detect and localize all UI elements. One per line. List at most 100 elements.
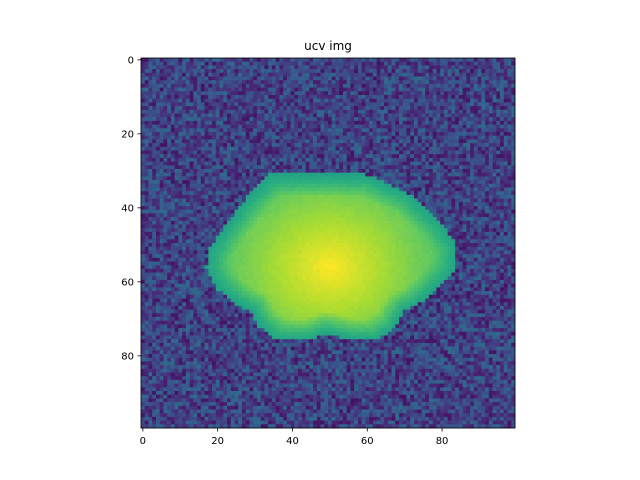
heatmap-cell: [331, 117, 336, 122]
heatmap-cell: [148, 191, 153, 196]
heatmap-cell: [432, 157, 437, 162]
heatmap-cell: [372, 91, 377, 96]
heatmap-cell: [313, 224, 318, 229]
heatmap-cell: [141, 83, 146, 88]
heatmap-cell: [200, 76, 205, 81]
heatmap-cell: [324, 106, 329, 111]
heatmap-cell: [271, 117, 276, 122]
heatmap-cell: [395, 235, 400, 240]
heatmap-cell: [159, 95, 164, 100]
heatmap-cell: [294, 150, 299, 155]
heatmap-cell: [443, 135, 449, 140]
heatmap-cell: [365, 80, 370, 85]
heatmap-cell: [511, 183, 516, 188]
heatmap-cell: [260, 146, 265, 151]
heatmap-cell: [328, 143, 333, 148]
heatmap-cell: [223, 87, 228, 92]
heatmap-cell: [354, 217, 359, 222]
heatmap-cell: [443, 128, 449, 133]
heatmap-cell: [425, 224, 430, 229]
heatmap-cell: [440, 220, 445, 225]
heatmap-cell: [481, 132, 486, 137]
heatmap-cell: [268, 213, 273, 218]
heatmap-cell: [410, 198, 415, 203]
heatmap-cell: [485, 183, 490, 188]
heatmap-cell: [346, 91, 351, 96]
heatmap-cell: [152, 169, 157, 174]
heatmap-cell: [425, 157, 430, 162]
heatmap-cell: [155, 132, 161, 137]
heatmap-cell: [417, 143, 422, 148]
heatmap-cell: [361, 76, 366, 81]
heatmap-cell: [387, 161, 392, 166]
heatmap-cell: [339, 132, 344, 137]
heatmap-cell: [361, 132, 366, 137]
heatmap-cell: [305, 187, 310, 192]
heatmap-cell: [451, 135, 456, 140]
heatmap-cell: [249, 61, 254, 66]
heatmap-cell: [174, 72, 179, 77]
heatmap-cell: [458, 143, 463, 148]
heatmap-cell: [234, 165, 239, 170]
heatmap-cell: [402, 83, 407, 88]
heatmap-cell: [305, 161, 310, 166]
heatmap-cell: [286, 106, 291, 111]
heatmap-cell: [346, 98, 351, 103]
heatmap-cell: [402, 91, 407, 96]
heatmap-cell: [473, 69, 478, 74]
heatmap-cell: [470, 231, 475, 236]
heatmap-cell: [380, 176, 385, 181]
heatmap-cell: [410, 213, 415, 218]
heatmap-cell: [451, 194, 456, 199]
heatmap-cell: [328, 220, 333, 225]
heatmap-cell: [245, 65, 250, 70]
heatmap-cell: [227, 124, 232, 129]
heatmap-cell: [380, 76, 385, 81]
heatmap-cell: [346, 206, 351, 211]
heatmap-cell: [185, 76, 190, 81]
heatmap-cell: [365, 106, 370, 111]
heatmap-cell: [245, 239, 250, 244]
heatmap-cell: [294, 206, 299, 211]
heatmap-cell: [174, 61, 179, 66]
heatmap-cell: [485, 135, 490, 140]
heatmap-cell: [500, 157, 505, 162]
heatmap-cell: [185, 187, 190, 192]
heatmap-cell: [391, 220, 396, 225]
heatmap-cell: [507, 109, 512, 114]
heatmap-cell: [331, 95, 336, 100]
heatmap-cell: [264, 165, 269, 170]
heatmap-cell: [410, 194, 415, 199]
heatmap-cell: [298, 183, 303, 188]
heatmap-cell: [384, 124, 389, 129]
heatmap-cell: [500, 58, 505, 63]
heatmap-cell: [178, 95, 183, 100]
heatmap-cell: [425, 113, 430, 118]
heatmap-cell: [342, 143, 348, 148]
heatmap-cell: [481, 146, 486, 151]
heatmap-cell: [447, 187, 452, 192]
heatmap-cell: [230, 72, 235, 77]
heatmap-cell: [279, 206, 284, 211]
heatmap-cell: [241, 202, 247, 207]
heatmap-cell: [290, 139, 295, 144]
heatmap-cell: [294, 235, 299, 240]
heatmap-cell: [384, 98, 389, 103]
heatmap-cell: [320, 146, 325, 151]
heatmap-cell: [481, 69, 486, 74]
heatmap-cell: [159, 172, 164, 177]
heatmap-cell: [369, 80, 374, 85]
heatmap-cell: [170, 143, 176, 148]
heatmap-cell: [455, 91, 460, 96]
heatmap-cell: [234, 58, 239, 63]
heatmap-cell: [399, 183, 404, 188]
heatmap-cell: [264, 176, 269, 181]
heatmap-cell: [492, 161, 497, 166]
heatmap-cell: [432, 154, 437, 159]
heatmap-cell: [496, 87, 501, 92]
heatmap-cell: [313, 124, 318, 129]
heatmap-cell: [391, 117, 396, 122]
heatmap-cell: [458, 109, 463, 114]
heatmap-cell: [354, 157, 359, 162]
heatmap-cell: [283, 209, 288, 214]
